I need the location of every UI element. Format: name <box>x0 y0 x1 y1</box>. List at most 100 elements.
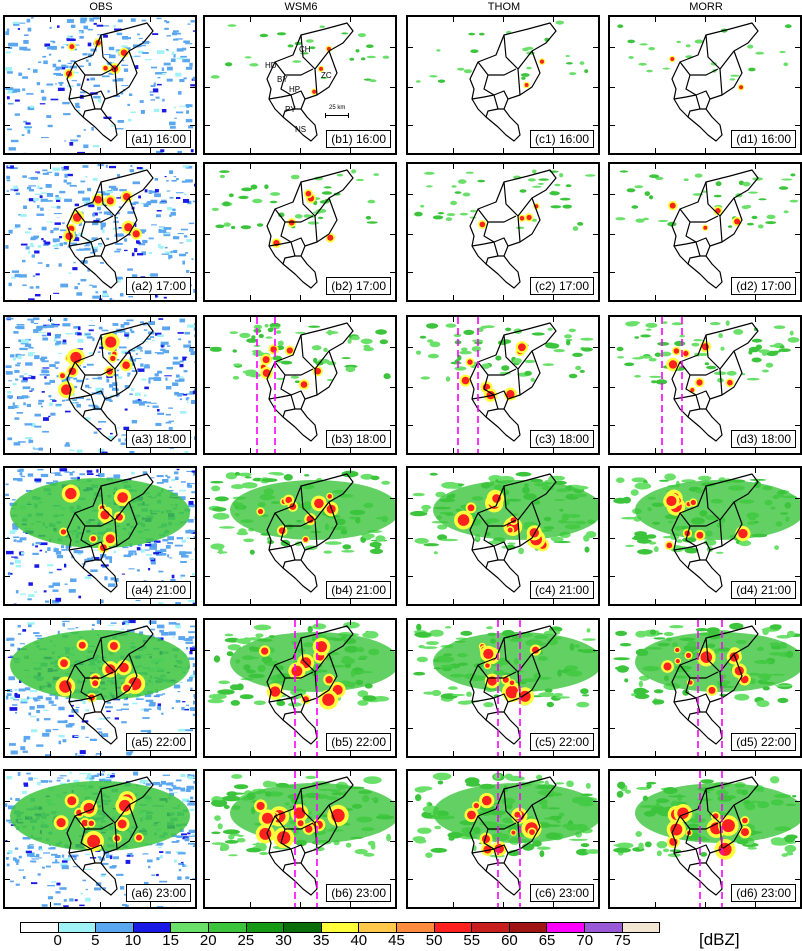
echo-cell <box>789 330 794 336</box>
echo-cell <box>364 631 379 639</box>
echo-cell <box>139 321 144 324</box>
echo-cell <box>167 542 174 545</box>
echo-cell <box>630 489 639 496</box>
echo-cell <box>50 206 58 208</box>
district-border <box>687 108 701 118</box>
echo-cell <box>54 172 60 177</box>
echo-cell <box>109 165 116 169</box>
axis-tick <box>593 650 598 651</box>
echo-cell <box>143 580 147 582</box>
echo-cell <box>658 479 670 482</box>
echo-cell <box>150 628 156 631</box>
echo-cell <box>167 554 170 558</box>
echo-cell <box>145 699 154 702</box>
axis-tick <box>705 317 706 322</box>
echo-cell <box>179 360 184 363</box>
echo-cell <box>54 247 59 250</box>
echo-cell <box>225 472 238 480</box>
echo-cell <box>126 234 133 236</box>
echo-cell <box>97 557 102 561</box>
echo-cell <box>555 20 564 25</box>
echo-cell <box>158 846 162 849</box>
echo-cell <box>110 124 115 127</box>
echo-cell <box>8 229 13 234</box>
echo-cell <box>241 187 253 192</box>
echo-cell <box>242 637 251 644</box>
echo-cell <box>164 233 170 235</box>
echo-cell <box>110 214 114 217</box>
axis-tick <box>408 125 413 126</box>
echo-core <box>124 223 133 232</box>
echo-cell <box>58 263 62 267</box>
echo-cell <box>12 523 17 527</box>
echo-cell <box>433 551 438 555</box>
echo-cell <box>38 399 45 403</box>
echo-cell <box>15 798 20 802</box>
echo-core <box>277 831 291 845</box>
echo-cell <box>104 576 108 581</box>
echo-cell <box>222 829 240 835</box>
echo-cell <box>757 224 764 229</box>
echo-cell <box>276 32 287 36</box>
echo-cell <box>148 321 155 325</box>
district-border <box>68 241 92 247</box>
echo-cell <box>41 238 44 241</box>
echo-cell <box>117 174 120 178</box>
echo-cell <box>323 347 328 353</box>
echo-cell <box>17 647 20 652</box>
echo-cell <box>32 446 36 450</box>
echo-cell <box>58 740 61 745</box>
echo-cell <box>19 472 23 476</box>
echo-cell <box>183 393 188 396</box>
echo-cell <box>43 60 48 65</box>
echo-cell <box>193 670 195 674</box>
echo-cell <box>41 226 47 231</box>
axis-tick <box>655 164 656 169</box>
axis-tick <box>795 728 800 729</box>
echo-cell <box>140 202 145 205</box>
echo-cell <box>569 838 588 841</box>
axis-tick <box>795 538 800 539</box>
map-panel: (b4) 21:00 <box>203 466 397 606</box>
echo-cell <box>123 322 130 326</box>
echo-cell <box>495 355 502 361</box>
echo-cell <box>61 860 68 863</box>
echo-cell <box>186 470 194 472</box>
echo-cell <box>13 227 19 229</box>
echo-cell <box>747 847 757 850</box>
axis-tick <box>300 620 301 625</box>
echo-cell <box>70 139 79 142</box>
echo-cell <box>130 852 133 857</box>
echo-cell <box>64 65 69 68</box>
echo-cell <box>162 539 169 542</box>
echo-cell <box>234 784 249 790</box>
echo-cell <box>427 353 439 359</box>
echo-cell <box>619 170 629 173</box>
echo-cell <box>6 693 12 696</box>
echo-cell <box>166 21 170 24</box>
echo-cell <box>646 328 652 331</box>
axis-tick <box>390 194 395 195</box>
district-border <box>477 664 517 679</box>
echo-cell <box>52 323 60 326</box>
echo-cell <box>146 338 151 340</box>
axis-tick <box>390 690 395 691</box>
district-border <box>274 512 314 527</box>
echo-cell <box>426 185 433 188</box>
echo-cell <box>14 273 21 278</box>
echo-cell <box>19 679 22 683</box>
echo-cell <box>530 377 535 382</box>
echo-cell <box>729 622 744 630</box>
echo-cell <box>15 859 20 863</box>
echo-cell <box>92 145 100 148</box>
echo-cell <box>16 861 19 865</box>
echo-cell <box>133 201 139 204</box>
echo-cell <box>308 325 321 328</box>
echo-cell <box>756 700 770 708</box>
echo-cell <box>194 388 195 393</box>
echo-cell <box>351 169 357 174</box>
echo-cell <box>187 679 193 682</box>
echo-cell <box>148 568 151 571</box>
echo-core <box>666 495 677 507</box>
radar-map <box>5 468 195 604</box>
